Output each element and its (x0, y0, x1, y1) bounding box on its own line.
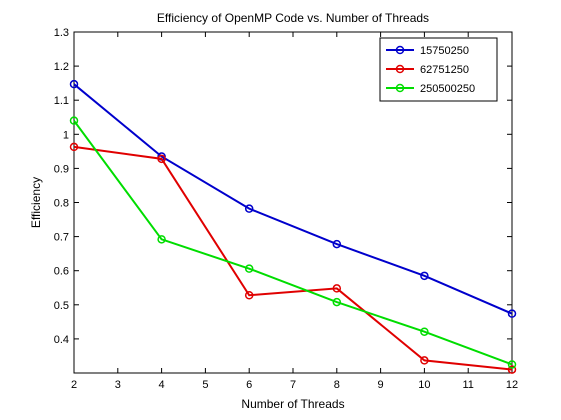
y-tick-label: 1.2 (54, 61, 69, 73)
y-tick-label: 1.3 (54, 27, 69, 39)
data-point-250500250 (332, 297, 342, 307)
y-tick-label: 0.4 (54, 334, 69, 346)
data-point-62751250 (420, 356, 429, 365)
x-tick-label: 4 (159, 379, 165, 391)
y-tick-label: 0.7 (54, 232, 69, 244)
x-tick-label: 9 (378, 379, 384, 391)
data-point-62751250 (507, 365, 517, 374)
x-tick-label: 12 (506, 379, 518, 391)
y-axis-title: Efficiency (29, 177, 43, 228)
data-point-15750250 (69, 79, 79, 89)
x-tick-label: 5 (202, 379, 208, 391)
data-point-15750250 (332, 239, 342, 249)
legend: 15750250 62751250 250500250 (379, 37, 498, 102)
x-tick-label: 2 (71, 379, 77, 391)
legend-marker (395, 83, 405, 93)
legend-marker (395, 64, 405, 74)
data-point-250500250 (420, 327, 429, 336)
data-point-62751250 (157, 154, 166, 164)
y-tick-label: 0.9 (54, 163, 69, 175)
data-point-250500250 (69, 116, 79, 125)
data-point-250500250 (157, 235, 166, 244)
x-tick-label: 8 (334, 379, 340, 391)
series-line-250500250 (73, 120, 513, 366)
x-tick-label: 7 (290, 379, 296, 391)
data-point-62751250 (244, 291, 254, 300)
data-point-250500250 (244, 264, 254, 273)
data-point-15750250 (244, 204, 254, 213)
data-point-62751250 (332, 284, 342, 293)
x-tick-label: 3 (115, 379, 121, 391)
x-tick-label: 10 (418, 379, 430, 391)
y-tick-label: 1 (63, 129, 69, 141)
legend-label: 62751250 (420, 64, 469, 76)
series-line-15750250 (73, 83, 513, 315)
y-tick-label: 1.1 (54, 95, 69, 107)
data-point-15750250 (420, 271, 429, 281)
chart-title: Efficiency of OpenMP Code vs. Number of … (157, 11, 429, 25)
x-axis-title: Number of Threads (241, 397, 344, 411)
data-point-62751250 (69, 142, 79, 152)
data-point-250500250 (507, 360, 517, 369)
series-line-62751250 (73, 145, 513, 371)
y-tick-label: 0.5 (54, 300, 69, 312)
y-tick-label: 0.8 (54, 198, 69, 210)
legend-label: 250500250 (420, 83, 475, 95)
y-tick-label: 0.6 (54, 266, 69, 278)
x-tick-label: 11 (462, 379, 473, 391)
x-tick-label: 6 (246, 379, 252, 391)
legend-label: 15750250 (420, 45, 469, 57)
legend-marker (395, 45, 405, 55)
data-point-15750250 (507, 309, 517, 318)
